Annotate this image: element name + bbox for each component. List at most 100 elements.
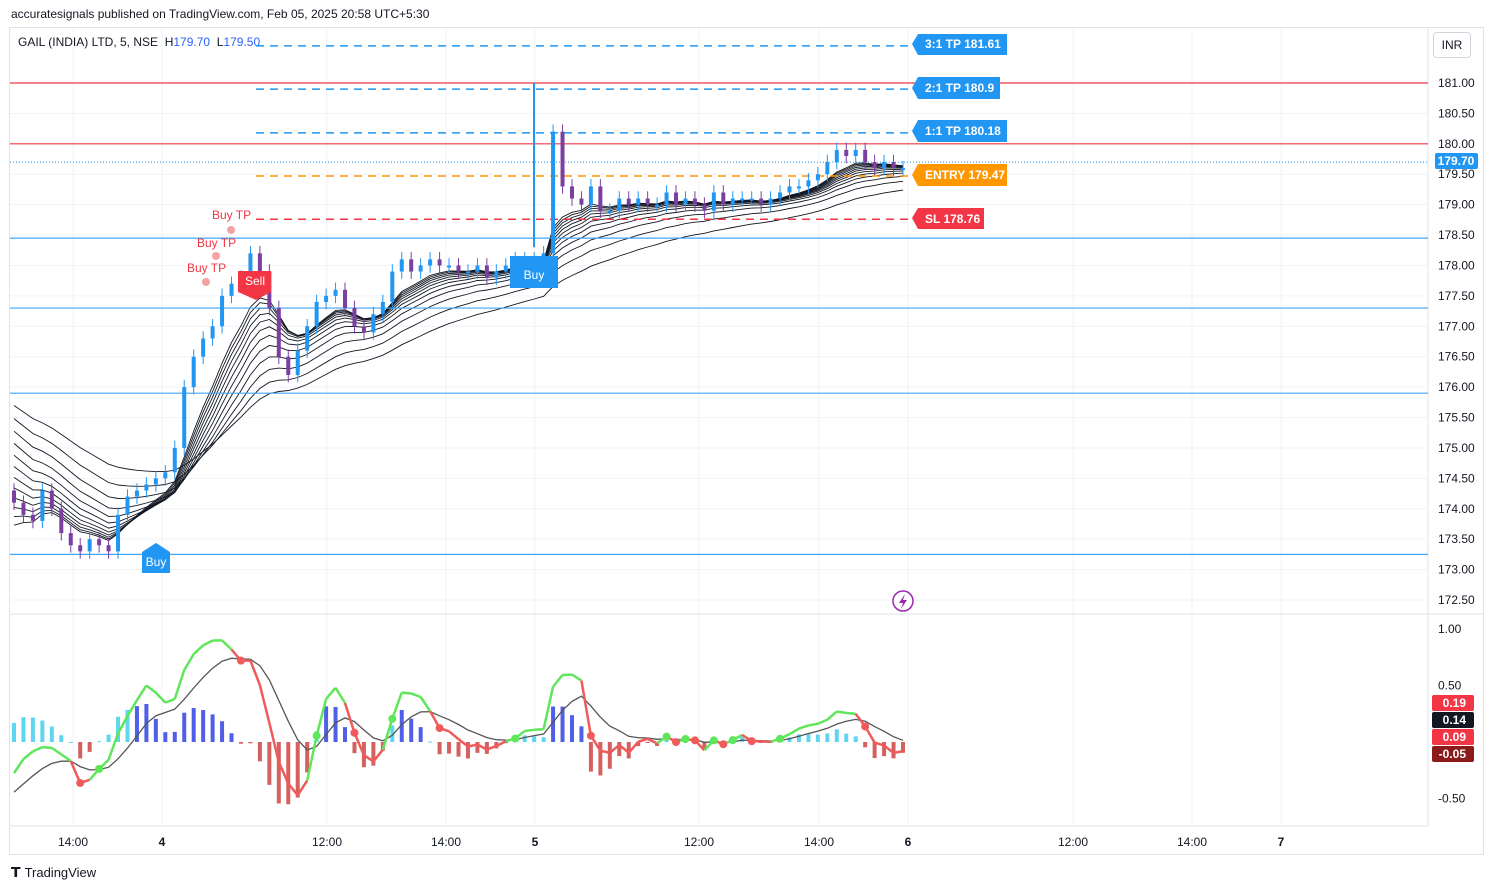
osc-histogram-bar	[257, 742, 262, 762]
osc-histogram-bar	[97, 741, 102, 743]
osc-fast-line	[647, 737, 658, 745]
osc-badge	[1432, 746, 1474, 762]
time-tick: 4	[159, 835, 166, 849]
osc-histogram-bar	[333, 706, 338, 742]
sell-signal[interactable]: Sell	[238, 271, 271, 300]
buy-label-2: Buy	[524, 268, 545, 282]
osc-histogram-bar	[636, 742, 641, 747]
candle	[134, 490, 139, 497]
osc-histogram-bar	[428, 741, 433, 743]
entry-label: ENTRY 179.47	[925, 168, 1005, 182]
osc-tick: -0.50	[1438, 792, 1466, 806]
price-tick: 174.00	[1438, 502, 1475, 516]
osc-histogram-bar	[901, 742, 905, 753]
buy-tp-label-3: Buy TP	[187, 261, 226, 275]
osc-histogram-bar	[324, 706, 329, 742]
candle	[844, 149, 849, 156]
candle	[418, 265, 423, 272]
tp3-label: 3:1 TP 181.61	[925, 37, 1001, 51]
osc-histogram-bar	[863, 742, 868, 748]
candle	[721, 192, 726, 205]
osc-fast-line	[467, 743, 478, 748]
osc-histogram-bar	[522, 735, 527, 742]
oscillator-axis: 1.00 0.50 -0.50 0.19 0.14 0.09 -0.05	[1432, 622, 1474, 806]
ema-line	[13, 165, 904, 536]
osc-histogram-bar	[229, 733, 234, 742]
osc-badge	[1432, 729, 1474, 745]
osc-fast-line	[817, 718, 828, 725]
osc-fast-line	[22, 750, 34, 761]
osc-cross-dot	[672, 738, 681, 747]
candle	[579, 198, 584, 205]
osc-fast-line	[249, 660, 262, 686]
osc-cross-dot	[728, 736, 737, 745]
candle	[882, 162, 887, 169]
price-tick: 181.00	[1438, 76, 1475, 90]
osc-cross-dot	[435, 724, 444, 733]
osc-histogram-bar	[238, 742, 243, 744]
candle	[863, 149, 868, 163]
candle	[796, 186, 801, 189]
buy-signal-2[interactable]: Buy	[510, 256, 558, 288]
osc-badge-value: 0.19	[1443, 696, 1467, 710]
osc-fast-line	[116, 715, 129, 735]
osc-fast-line	[202, 639, 214, 647]
tradingview-logo[interactable]: 𝗧 TradingView	[11, 864, 96, 881]
symbol-legend[interactable]: GAIL (INDIA) LTD, 5, NSE H179.70 L179.50	[18, 35, 260, 49]
symbol-name: GAIL (INDIA) LTD, 5, NSE	[18, 35, 159, 49]
osc-histogram-bar	[87, 742, 92, 752]
tv-logo-icon: 𝗧	[11, 864, 21, 880]
candle	[901, 168, 905, 171]
candle	[144, 484, 149, 491]
osc-histogram-bar	[598, 742, 603, 776]
osc-histogram-bar	[210, 714, 215, 742]
osc-cross-dot	[681, 735, 690, 744]
osc-histogram-bar	[465, 742, 470, 759]
candle	[494, 271, 499, 278]
osc-badge-value: 0.09	[1443, 730, 1467, 744]
candle	[636, 198, 641, 205]
candle	[475, 265, 480, 272]
osc-histogram-bar	[12, 722, 16, 742]
candle	[484, 265, 489, 278]
osc-histogram-bar	[418, 727, 423, 742]
candle	[125, 496, 130, 515]
last-price: 179.70	[1438, 154, 1475, 168]
candle	[399, 259, 404, 272]
price-tick: 176.00	[1438, 380, 1475, 394]
osc-fast-line	[401, 691, 412, 695]
time-tick: 6	[905, 835, 912, 849]
high-label: H	[164, 35, 174, 49]
candle	[361, 326, 366, 333]
candle	[276, 308, 281, 357]
osc-fast-line	[51, 746, 62, 756]
candle	[645, 198, 650, 205]
lightning-icon[interactable]	[892, 590, 914, 612]
currency-button[interactable]: INR	[1433, 32, 1471, 58]
osc-cross-dot	[511, 734, 520, 743]
candle	[30, 514, 35, 521]
osc-fast-line	[836, 710, 847, 715]
candle	[598, 186, 603, 211]
low-value: 179.50	[223, 35, 261, 49]
osc-histogram-bar	[787, 737, 792, 742]
osc-histogram-bar	[343, 727, 348, 742]
tp-dot	[212, 252, 220, 260]
candle	[163, 472, 168, 479]
time-tick: 5	[532, 835, 539, 849]
osc-histogram-bar	[40, 720, 45, 742]
ema-line	[13, 170, 904, 517]
time-tick: 14:00	[431, 835, 461, 849]
candle	[182, 387, 187, 448]
osc-fast-line	[580, 680, 593, 736]
buy-signal-1[interactable]: Buy	[142, 543, 170, 573]
price-tick: 177.00	[1438, 319, 1475, 333]
time-tick: 12:00	[312, 835, 342, 849]
candle	[626, 198, 631, 205]
osc-fast-line	[476, 743, 488, 751]
tp-dot	[202, 278, 210, 286]
ema-line	[13, 180, 904, 487]
candle	[825, 162, 830, 175]
high-value: 179.70	[173, 35, 211, 49]
